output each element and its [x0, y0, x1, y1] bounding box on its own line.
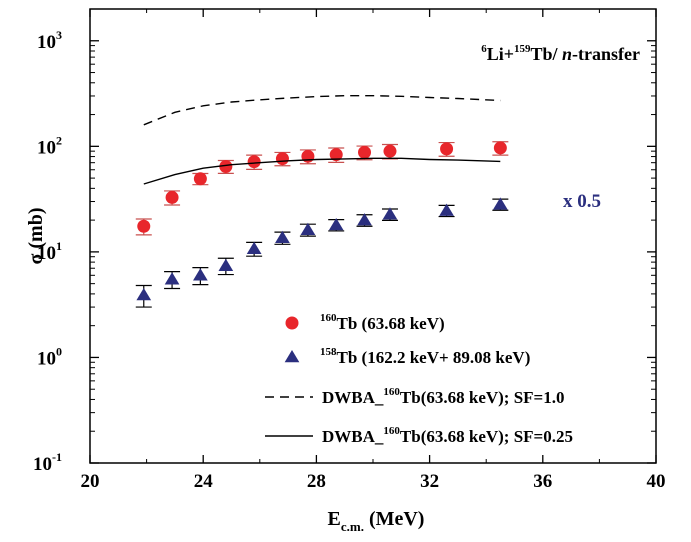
legend-superscript: 158 — [320, 346, 337, 358]
reaction-text-3: -transfer — [572, 44, 640, 64]
x-axis-title-sub: c.m. — [341, 519, 364, 534]
legend-prefix: DWBA_ — [322, 427, 384, 446]
series-1 — [135, 197, 509, 308]
x-axis-title: Ec.m. (MeV) — [328, 508, 425, 534]
x-tick-label: 40 — [647, 471, 666, 492]
data-point-circle — [383, 144, 397, 158]
x-axis-title-main: E — [328, 508, 341, 530]
data-point-triangle — [275, 230, 290, 244]
data-point-circle — [440, 142, 454, 156]
y-tick-base: 10 — [33, 454, 52, 475]
y-tick-exponent: -1 — [52, 450, 62, 464]
scale-annotation: x 0.5 — [563, 191, 601, 212]
x-tick-label: 36 — [533, 471, 552, 492]
data-point-triangle — [218, 258, 234, 271]
data-point-triangle — [136, 288, 152, 301]
data-point-circle — [358, 145, 372, 159]
data-point-triangle — [357, 213, 372, 226]
x-tick-label: 28 — [307, 471, 326, 492]
legend-text-main: Tb(63.68 keV); SF=1.0 — [400, 388, 565, 407]
y-tick-exponent: 1 — [56, 239, 62, 253]
legend: 160Tb (63.68 keV)158Tb (162.2 keV+ 89.08… — [265, 312, 573, 446]
y-tick-base: 10 — [37, 348, 56, 369]
reaction-italic: n — [562, 44, 572, 64]
data-point-circle — [301, 149, 315, 163]
y-tick-base: 10 — [37, 32, 56, 53]
legend-marker-triangle — [284, 350, 300, 363]
y-tick-label: 102 — [37, 133, 62, 158]
x-axis-title-unit: (MeV) — [364, 508, 425, 530]
data-point-triangle — [246, 241, 262, 255]
data-point-circle — [219, 160, 233, 174]
y-tick-label: 101 — [37, 239, 62, 264]
reaction-label: 6Li+159Tb/ n-transfer — [481, 43, 640, 64]
legend-text-main: Tb (162.2 keV+ 89.08 keV) — [337, 348, 531, 367]
data-point-triangle — [193, 268, 208, 281]
reaction-text-1: Li+ — [487, 44, 514, 64]
data-point-circle — [329, 148, 343, 162]
series-line — [143, 157, 501, 185]
legend-label: DWBA_160Tb(63.68 keV); SF=0.25 — [322, 425, 573, 446]
data-point-triangle — [300, 222, 316, 236]
reaction-text-2: Tb/ — [530, 44, 562, 64]
legend-label: 160Tb (63.68 keV) — [320, 312, 445, 333]
legend-prefix: DWBA_ — [322, 388, 384, 407]
x-tick-label: 32 — [420, 471, 439, 492]
y-tick-base: 10 — [37, 243, 56, 264]
y-tick-label: 10-1 — [33, 450, 62, 475]
data-point-triangle — [328, 217, 344, 231]
data-point-circle — [137, 219, 151, 233]
legend-text-main: Tb(63.68 keV); SF=0.25 — [400, 427, 573, 446]
reaction-sup-1: 6 — [481, 43, 487, 55]
y-tick-exponent: 0 — [56, 344, 62, 358]
y-tick-exponent: 3 — [56, 28, 62, 42]
legend-text-main: Tb (63.68 keV) — [337, 314, 445, 333]
legend-marker-circle — [285, 316, 299, 330]
y-tick-base: 10 — [37, 137, 56, 158]
data-point-circle — [165, 190, 179, 204]
x-tick-label: 24 — [194, 471, 214, 492]
data-point-circle — [493, 141, 507, 155]
y-tick-exponent: 2 — [56, 133, 62, 147]
legend-superscript: 160 — [383, 386, 400, 398]
data-point-triangle — [439, 203, 454, 216]
y-tick-label: 103 — [37, 28, 62, 53]
y-axis-title: σ (mb) — [25, 208, 47, 265]
data-point-circle — [247, 155, 261, 169]
series-2 — [143, 95, 501, 126]
legend-superscript: 160 — [383, 425, 400, 437]
reaction-sup-2: 159 — [514, 43, 531, 55]
data-point-triangle — [382, 207, 398, 220]
y-tick-label: 100 — [37, 344, 62, 369]
data-point-circle — [275, 152, 289, 166]
data-point-triangle — [164, 272, 180, 285]
series-line — [143, 95, 501, 126]
series-3 — [143, 157, 501, 185]
legend-superscript: 160 — [320, 312, 337, 324]
data-point-triangle — [493, 197, 508, 210]
data-point-circle — [193, 172, 207, 186]
x-tick-label: 20 — [81, 471, 100, 492]
legend-label: 158Tb (162.2 keV+ 89.08 keV) — [320, 346, 530, 367]
legend-label: DWBA_160Tb(63.68 keV); SF=1.0 — [322, 386, 565, 407]
data-series — [135, 95, 509, 308]
series-0 — [135, 141, 509, 236]
